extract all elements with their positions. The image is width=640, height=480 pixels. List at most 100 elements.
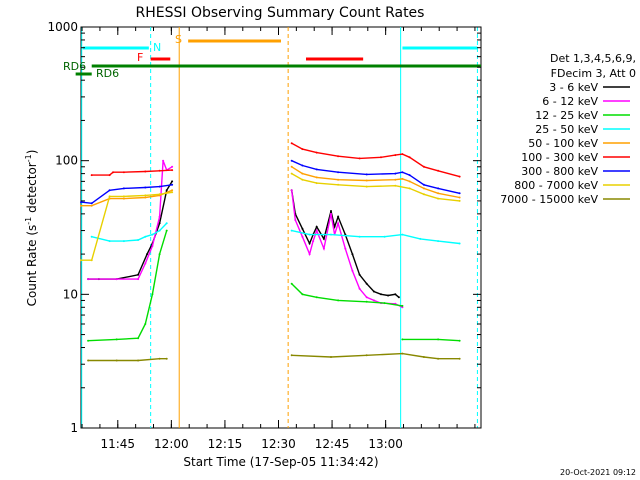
series-0-point-1-18 <box>397 296 400 299</box>
series-2-point-0-5 <box>158 253 161 256</box>
series-1-point-0-0 <box>87 278 90 281</box>
series-5-point-1-3 <box>337 155 340 158</box>
series-5-point-0-3 <box>122 171 125 174</box>
x-tick-label-5: 13:00 <box>368 437 403 451</box>
series-6-point-0-2 <box>108 189 111 192</box>
series-5-point-1-8 <box>408 156 411 159</box>
legend-label-7: 800 - 7000 keV <box>514 179 598 192</box>
series-8-point-1-3 <box>401 352 404 355</box>
status-bars <box>75 39 481 76</box>
y-axis-label: Count Rate (s-1 detector-1) <box>24 150 39 307</box>
chart-title: RHESSI Observing Summary Count Rates <box>136 5 425 21</box>
series-1-point-0-1 <box>115 278 118 281</box>
series-1-point-0-5 <box>158 215 161 218</box>
series-5-point-0-4 <box>144 170 147 173</box>
series-0-point-0-7 <box>165 189 168 192</box>
series-5-point-1-5 <box>380 156 382 159</box>
y-axis-ticks: 1 10 100 1000 <box>47 20 481 435</box>
series-5-point-1-9 <box>422 165 425 168</box>
series-0-point-1-17 <box>394 293 397 296</box>
series-8-point-1-1 <box>330 356 332 358</box>
series-4-point-1-7 <box>408 180 411 183</box>
series-6-point-1-0 <box>290 159 293 162</box>
series-6-point-1-5 <box>394 172 397 175</box>
series-3-point-0-7 <box>165 222 168 225</box>
series-6-point-1-1 <box>301 164 304 167</box>
series-5-point-0-1 <box>108 174 111 177</box>
series-4-point-1-8 <box>422 187 425 190</box>
series-1-point-1-4 <box>312 240 315 243</box>
series-3-point-0-4 <box>144 235 147 238</box>
series-7-point-1-0 <box>290 172 293 175</box>
series-5-point-1-10 <box>437 169 440 172</box>
series-0-point-1-16 <box>387 294 390 297</box>
series-8-point-1-4 <box>422 356 425 358</box>
y-tick-label-3: 1000 <box>47 20 78 34</box>
series-2-point-0-2 <box>137 337 140 340</box>
series-4-point-0-0 <box>80 204 82 207</box>
series-2-point-1-5 <box>383 302 386 305</box>
series-7-point-1-1 <box>301 178 304 181</box>
series-3-point-1-1 <box>308 233 311 236</box>
series-0-point-1-6 <box>322 237 325 240</box>
series-2-point-1-3 <box>337 299 340 302</box>
series-6-point-0-4 <box>144 186 147 189</box>
legend: Det 1,3,4,5,6,9, FDecim 3, Att 0 3 - 6 k… <box>500 52 636 206</box>
annotation-s: S <box>175 33 182 46</box>
series-4-point-1-4 <box>365 179 368 182</box>
legend-label-8: 7000 - 15000 keV <box>500 193 598 206</box>
footer-date: 20-Oct-2021 09:12 <box>560 468 636 477</box>
series-7-point-0-6 <box>171 191 174 194</box>
series-1-point-1-0 <box>290 189 293 192</box>
x-axis-label: Start Time (17-Sep-05 11:34:42) <box>183 455 378 469</box>
series-2-point-0-6 <box>165 229 168 232</box>
legend-label-3: 25 - 50 keV <box>535 123 598 136</box>
series-1-point-0-2 <box>137 278 140 281</box>
y-tick-label-1: 10 <box>63 287 78 301</box>
series-2-point-0-1 <box>115 338 118 341</box>
series-7-point-1-9 <box>458 199 461 202</box>
series-5-point-0-0 <box>90 174 93 177</box>
series-2-point-1-6 <box>401 304 404 307</box>
series-7-point-0-5 <box>158 193 161 196</box>
series-2-point-2-0 <box>401 338 404 341</box>
series-1-point-1-1 <box>294 219 297 221</box>
series-1-point-0-3 <box>144 262 147 265</box>
legend-label-0: 3 - 6 keV <box>549 81 598 94</box>
series-3-point-1-5 <box>401 233 404 236</box>
series-3-point-1-3 <box>358 235 361 238</box>
series-1-point-1-2 <box>301 235 304 238</box>
series-3-segment-0 <box>91 222 168 242</box>
series-6-point-0-1 <box>90 202 93 205</box>
series-0-point-1-14 <box>372 290 375 293</box>
series-7-segment-1 <box>291 172 460 202</box>
legend-header-line-2: FDecim 3, Att 0 <box>551 67 636 80</box>
series-8-segment-1 <box>291 352 460 360</box>
series-3-point-1-7 <box>437 240 440 243</box>
series-0-point-1-12 <box>358 273 361 276</box>
series-5-point-0-6 <box>171 169 174 172</box>
series-6-point-1-8 <box>422 183 425 186</box>
series-2-point-0-0 <box>87 339 90 342</box>
series-1-segment-1 <box>291 190 403 308</box>
series-8-point-1-0 <box>290 354 293 357</box>
series-1-point-1-13 <box>365 296 368 299</box>
x-tick-label-2: 12:15 <box>208 437 243 451</box>
legend-label-5: 100 - 300 keV <box>521 151 598 164</box>
series-1-point-1-17 <box>401 306 404 309</box>
series-7-point-0-3 <box>122 195 125 198</box>
x-tick-label-1: 12:00 <box>154 437 189 451</box>
series-4-point-1-0 <box>290 165 293 168</box>
series-3-point-1-0 <box>290 229 293 232</box>
series-4-point-1-3 <box>337 178 340 181</box>
series-5-point-1-0 <box>290 142 293 145</box>
series-1-point-0-8 <box>171 165 174 168</box>
series-7-point-1-2 <box>315 182 318 185</box>
annotation-f: F <box>137 51 143 64</box>
series-3-point-0-3 <box>137 239 140 241</box>
series-8-point-1-6 <box>458 357 461 360</box>
series-0-point-1-11 <box>351 253 354 256</box>
series-2-point-1-4 <box>365 300 368 303</box>
series-3-point-1-6 <box>419 237 422 240</box>
series-1-segment-0 <box>88 160 173 280</box>
